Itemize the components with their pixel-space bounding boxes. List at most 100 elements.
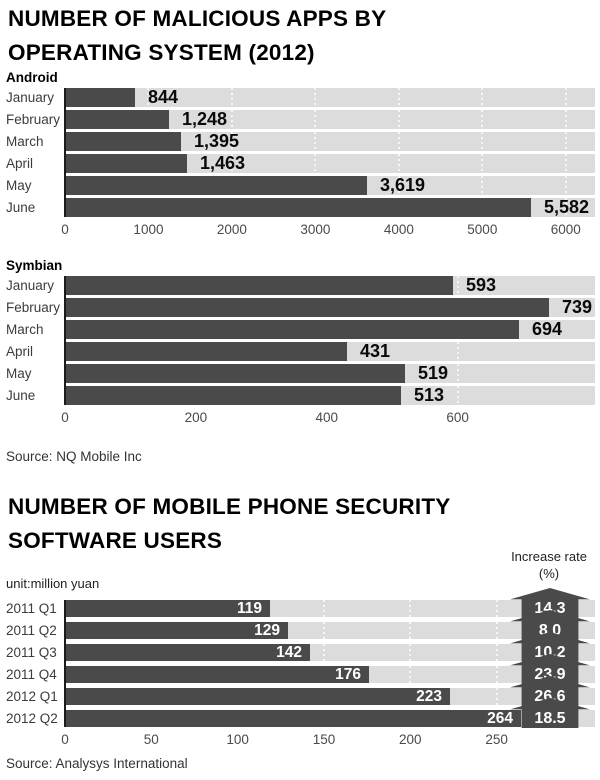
axis-tick-label: 200 (399, 732, 422, 747)
value-label: 1,463 (200, 153, 246, 173)
bar (65, 154, 187, 173)
category-label: 2011 Q2 (6, 623, 57, 638)
gridline (314, 110, 317, 129)
value-label: 844 (148, 87, 179, 107)
bar-track: 513 (65, 386, 595, 405)
category-label: 2011 Q3 (6, 645, 57, 660)
category-label: 2012 Q1 (6, 689, 58, 704)
bar-track: 129 8.0 (65, 610, 595, 640)
bar (65, 342, 347, 361)
bar (65, 176, 367, 195)
category-label: May (6, 178, 32, 193)
bar-track: 119 14.3 (65, 588, 595, 618)
gridline (564, 176, 567, 195)
bar (65, 600, 270, 617)
gridline (564, 154, 567, 173)
value-label: 264 (487, 710, 513, 727)
security-users-bar-chart: 2011 Q1 119 14.3 2011 Q2 129 8.0 2011 Q3 142 10.… (0, 588, 595, 750)
axis-tick-row: 0 1000 2000 3000 4000 5000 6000 (0, 220, 595, 238)
bar (65, 276, 453, 295)
bar-track: 694 (65, 320, 595, 339)
gridline (564, 88, 567, 107)
gridline (481, 88, 484, 107)
gridline (495, 688, 498, 705)
gridline (456, 364, 459, 383)
bar-track: 844 (65, 88, 595, 107)
bar (65, 88, 135, 107)
gridline (314, 132, 317, 151)
gridline (322, 622, 325, 639)
increase-rate-label-line1: Increase rate (511, 549, 587, 564)
section1-title: NUMBER OF MALICIOUS APPS BY OPERATING SY… (8, 2, 568, 70)
bar (65, 386, 401, 405)
gridline (495, 666, 498, 683)
axis-tick-label: 200 (184, 410, 208, 425)
section2-title-line1: NUMBER OF MOBILE PHONE SECURITY (8, 494, 451, 519)
value-label: 5,582 (544, 197, 590, 217)
category-label: January (6, 278, 55, 293)
bar (65, 644, 310, 661)
value-label: 3,619 (380, 175, 426, 195)
bar (65, 110, 169, 129)
gridline (495, 622, 498, 639)
bar-track: 1,395 (65, 132, 595, 151)
axis-line (64, 600, 66, 727)
value-label: 739 (562, 297, 593, 317)
axis-tick-label: 2000 (216, 222, 247, 237)
category-label: March (6, 322, 44, 337)
value-label: 593 (466, 275, 497, 295)
category-label: March (6, 134, 44, 149)
axis-tick-label: 6000 (550, 222, 581, 237)
gridline (481, 154, 484, 173)
increase-rate-label: Increase rate (%) (500, 548, 598, 582)
axis-tick-label: 5000 (467, 222, 498, 237)
value-label: 142 (276, 644, 302, 661)
bar-track: 176 23.9 (65, 654, 595, 684)
category-label: January (6, 90, 55, 105)
gridline (314, 88, 317, 107)
gridline (314, 154, 317, 173)
value-label: 119 (236, 600, 262, 617)
bar-track: 739 (65, 298, 595, 317)
category-label: February (6, 300, 61, 315)
value-label: 223 (416, 688, 442, 705)
bar-track: 519 (65, 364, 595, 383)
unit-label: unit:million yuan (6, 576, 100, 591)
gridline (397, 176, 400, 195)
axis-tick-label: 4000 (383, 222, 414, 237)
section1-source: Source: NQ Mobile Inc (6, 449, 142, 464)
bar (65, 198, 531, 217)
axis-tick-label: 3000 (300, 222, 331, 237)
category-label: April (6, 156, 34, 171)
category-label: June (6, 388, 36, 403)
gridline (397, 154, 400, 173)
value-label: 519 (418, 363, 449, 383)
axis-tick-label: 0 (61, 222, 69, 237)
gridline (397, 132, 400, 151)
gridline (322, 600, 325, 617)
category-label: February (6, 112, 61, 127)
gridline (409, 622, 412, 639)
bar-track: 1,248 (65, 110, 595, 129)
gridline (322, 644, 325, 661)
gridline (564, 132, 567, 151)
category-label: 2012 Q2 (6, 711, 58, 726)
gridline (230, 88, 233, 107)
android-bar-chart: January 844 February 1,248 March 1,395 April 1,… (0, 88, 595, 238)
gridline (397, 88, 400, 107)
increase-rate-label-line2: (%) (538, 566, 560, 581)
axis-tick-label: 1000 (133, 222, 164, 237)
gridline (564, 198, 567, 217)
category-label: May (6, 366, 32, 381)
gridline (409, 600, 412, 617)
axis-tick-row: 0 200 400 600 (0, 408, 595, 426)
bar (65, 688, 450, 705)
bar-track: 1,463 (65, 154, 595, 173)
axis-line (64, 276, 66, 405)
bar-track: 3,619 (65, 176, 595, 195)
section2-source: Source: Analysys International (6, 756, 188, 771)
symbian-chart-title: Symbian (6, 258, 63, 273)
bar-track: 264 18.5 (65, 698, 595, 728)
bar (65, 364, 405, 383)
